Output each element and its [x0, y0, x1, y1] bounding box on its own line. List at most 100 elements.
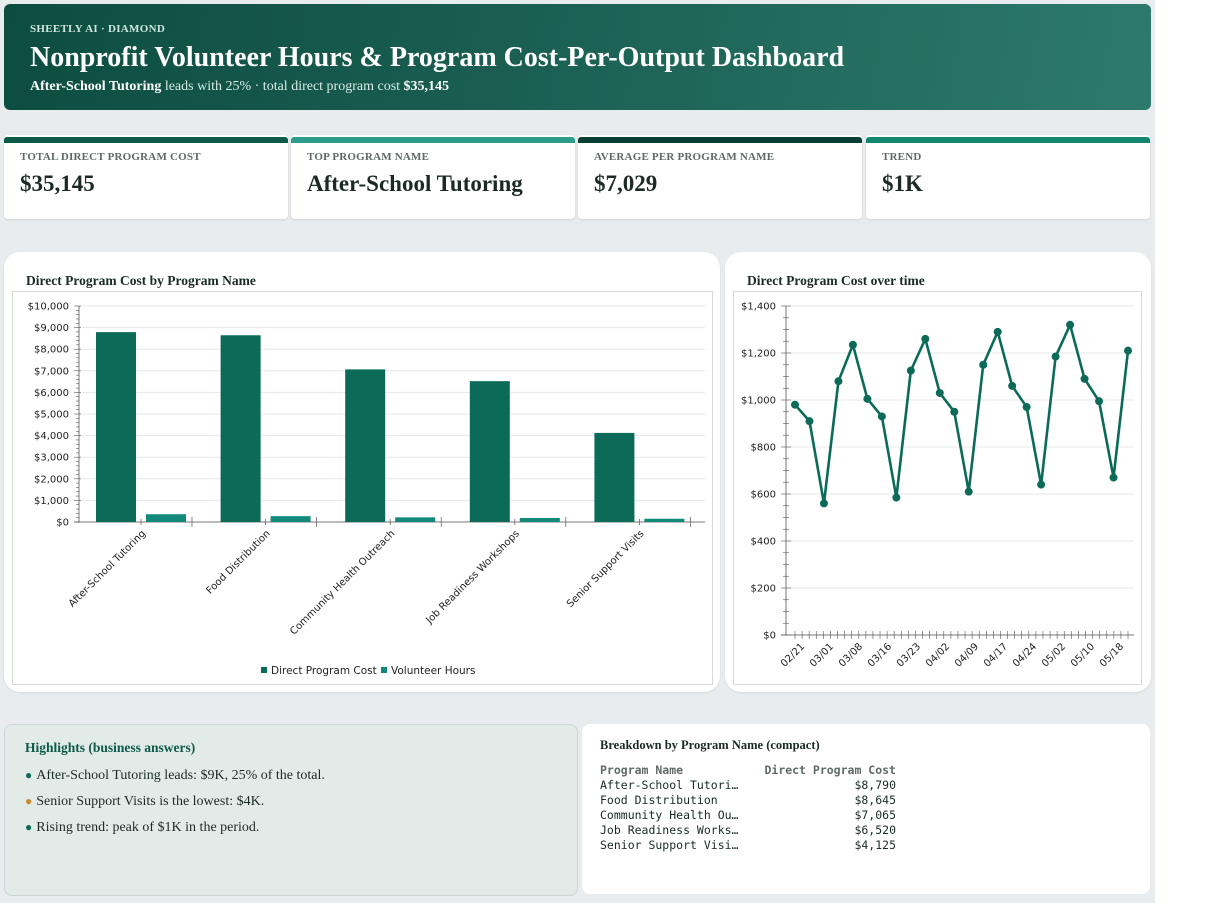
bar-direct-program-cost — [469, 381, 510, 522]
x-tick-label: Job Readiness Workshops — [424, 528, 522, 626]
data-point — [1124, 346, 1132, 355]
highlights-panel: Highlights (business answers) ● After-Sch… — [4, 724, 578, 896]
y-tick-label: $1,200 — [741, 349, 776, 360]
y-tick-label: $3,000 — [34, 453, 69, 464]
y-tick-label: $6,000 — [34, 388, 69, 399]
x-tick-label: 03/01 — [808, 641, 836, 669]
x-tick-label: 04/24 — [1011, 641, 1039, 669]
bar-volunteer-hours — [519, 518, 560, 522]
bar-volunteer-hours — [270, 516, 311, 522]
bar-direct-program-cost — [345, 369, 386, 522]
bullet-dot-icon: ● — [25, 794, 33, 808]
table-row: After-School Tutori… $8,790 — [600, 778, 896, 793]
table-cell: Job Readiness Works… — [600, 823, 739, 837]
page-subtitle: After-School Tutoring leads with 25% · t… — [30, 79, 449, 95]
kpi-card-average: AVERAGE PER PROGRAM NAME $7,029 — [578, 135, 862, 219]
kpi-card-top-program: TOP PROGRAM NAME After-School Tutoring — [291, 135, 575, 219]
x-tick-label: 03/08 — [837, 641, 865, 669]
y-tick-label: $10,000 — [28, 302, 69, 313]
x-tick-label: 04/09 — [953, 641, 981, 669]
dashboard-header: SHEETLY AI · DIAMOND Nonprofit Volunteer… — [4, 4, 1151, 110]
data-point — [1022, 403, 1031, 412]
data-point — [1008, 381, 1017, 390]
kpi-value: $35,145 — [20, 171, 95, 196]
kpi-label: TOP PROGRAM NAME — [307, 151, 430, 163]
kpi-value: $1K — [882, 171, 923, 196]
dashboard-background: SHEETLY AI · DIAMOND Nonprofit Volunteer… — [0, 0, 1155, 903]
table-cell: $8,790 — [854, 778, 896, 792]
table-cell: $4,125 — [854, 838, 896, 852]
x-tick-label: 05/18 — [1098, 641, 1126, 669]
table-header-row: Program Name Direct Program Cost — [600, 763, 896, 778]
kpi-accent-bar — [4, 137, 288, 143]
table-cell: After-School Tutori… — [600, 778, 739, 792]
subtitle-leader: After-School Tutoring — [30, 79, 162, 94]
y-tick-label: $0 — [763, 631, 776, 642]
data-point — [819, 499, 828, 508]
y-tick-label: $800 — [751, 443, 776, 454]
kpi-value: $7,029 — [594, 171, 658, 196]
legend-label: Volunteer Hours — [391, 665, 475, 677]
y-tick-label: $7,000 — [34, 366, 69, 377]
x-tick-label: 03/23 — [895, 641, 923, 669]
data-point — [848, 340, 857, 349]
data-point — [1109, 473, 1118, 482]
data-point — [993, 327, 1002, 336]
bar-chart-frame: $0 $1,000 $2,000 $3,000 $4,000 $5,000 $6,000 $7… — [12, 291, 713, 685]
data-point — [834, 377, 843, 386]
y-tick-label: $2,000 — [34, 474, 69, 485]
table-row: Senior Support Visi… $4,125 — [600, 838, 896, 853]
line-chart-frame: $0 $200 $400 $600 $800 $1,000 $1,200 $1,400 02/2… — [733, 291, 1142, 685]
kpi-accent-bar — [291, 137, 575, 143]
y-tick-label: $600 — [751, 490, 776, 501]
y-tick-label: $1,000 — [34, 496, 69, 507]
data-point — [877, 412, 886, 421]
data-point — [979, 360, 988, 369]
data-point — [964, 487, 973, 496]
bar-volunteer-hours — [395, 517, 436, 522]
line-chart-title: Direct Program Cost over time — [747, 273, 925, 288]
highlight-item: ● Rising trend: peak of $1K in the period… — [25, 820, 259, 836]
data-point — [863, 394, 872, 403]
breakdown-table: Program Name Direct Program Cost After-S… — [600, 763, 896, 853]
table-row: Food Distribution $8,645 — [600, 793, 896, 808]
x-tick-label: 05/02 — [1040, 641, 1068, 669]
y-tick-label: $4,000 — [34, 431, 69, 442]
x-tick-label: Senior Support Visits — [565, 528, 647, 610]
data-point — [1037, 480, 1046, 489]
subtitle-total: $35,145 — [403, 79, 450, 94]
table-cell: $7,065 — [854, 808, 896, 822]
y-tick-label: $1,000 — [741, 396, 776, 407]
highlight-text: After-School Tutoring leads: $9K, 25% of… — [36, 768, 325, 783]
page-title: Nonprofit Volunteer Hours & Program Cost… — [30, 42, 845, 73]
data-point — [906, 366, 915, 375]
highlight-item: ● Senior Support Visits is the lowest: $4… — [25, 794, 264, 810]
data-point — [950, 407, 959, 416]
table-cell: Food Distribution — [600, 793, 718, 807]
legend-swatch — [261, 667, 267, 673]
x-tick-label: Community Health Outreach — [288, 528, 397, 637]
highlight-item: ● After-School Tutoring leads: $9K, 25% o… — [25, 768, 325, 784]
data-point — [1066, 320, 1075, 329]
table-row: Job Readiness Works… $6,520 — [600, 823, 896, 838]
kpi-value: After-School Tutoring — [307, 171, 523, 196]
y-tick-label: $9,000 — [34, 323, 69, 334]
kpi-accent-bar — [866, 137, 1150, 143]
x-tick-label: 02/21 — [779, 641, 807, 669]
highlight-text: Senior Support Visits is the lowest: $4K… — [36, 794, 265, 809]
data-point — [935, 388, 944, 397]
kpi-card-trend: TREND $1K — [866, 135, 1150, 219]
series-line — [794, 323, 1130, 505]
bar-chart-title: Direct Program Cost by Program Name — [26, 273, 256, 288]
data-point — [805, 417, 814, 426]
bullet-dot-icon: ● — [25, 768, 33, 782]
legend-label: Direct Program Cost — [271, 665, 377, 677]
data-point — [921, 334, 930, 343]
y-tick-label: $1,400 — [741, 302, 776, 313]
brand-label: SHEETLY AI · DIAMOND — [30, 23, 166, 35]
table-cell: Senior Support Visi… — [600, 838, 739, 852]
x-tick-label: 04/02 — [924, 641, 952, 669]
bar-direct-program-cost — [96, 332, 136, 522]
table-cell: $8,645 — [854, 793, 896, 807]
x-tick-label: Food Distribution — [204, 528, 272, 596]
